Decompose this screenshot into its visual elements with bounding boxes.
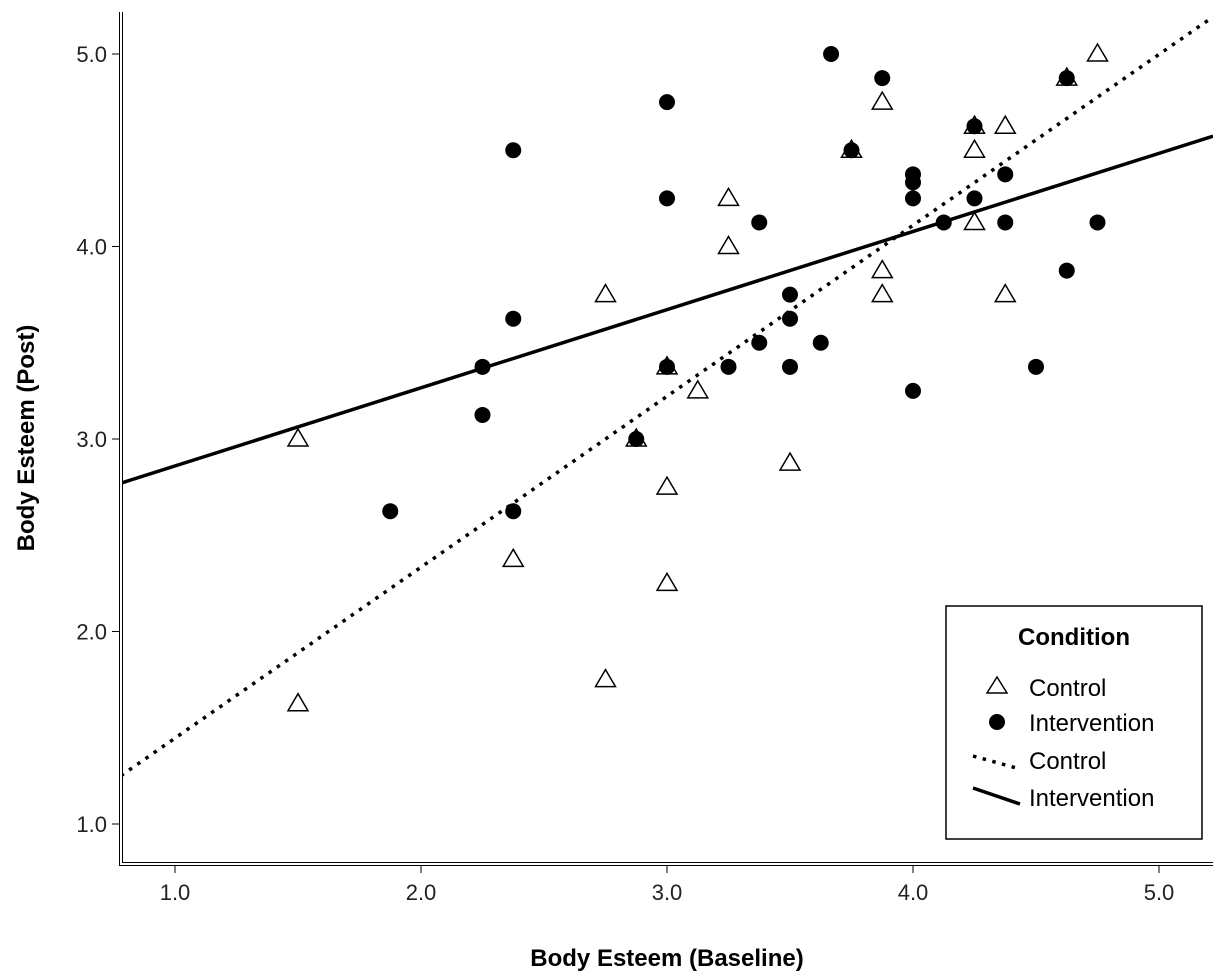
- intervention-point: [382, 503, 399, 520]
- control-point: [286, 427, 310, 447]
- fit-line-intervention: [122, 134, 1213, 485]
- control-point: [778, 451, 802, 471]
- control-point: [1086, 42, 1109, 62]
- control-point: [963, 138, 986, 158]
- intervention-point: [997, 214, 1014, 231]
- legend-dotted-line-icon: [972, 754, 1021, 771]
- control-point: [594, 668, 617, 688]
- intervention-point: [966, 190, 983, 207]
- intervention-point: [874, 70, 891, 87]
- control-point: [870, 283, 894, 303]
- y-axis-title: Body Esteem (Post): [13, 325, 40, 552]
- intervention-point: [505, 503, 522, 520]
- x-tick-label: 3.0: [652, 880, 683, 905]
- fit-lines: [122, 15, 1213, 778]
- control-point: [870, 259, 894, 279]
- intervention-point: [905, 382, 921, 399]
- intervention-point: [966, 118, 983, 135]
- control-point: [963, 210, 986, 231]
- y-tick-label: 2.0: [76, 620, 107, 645]
- intervention-point: [659, 358, 675, 375]
- intervention-point: [782, 358, 798, 375]
- control-point: [993, 114, 1017, 134]
- y-tick-label: 5.0: [76, 42, 107, 67]
- intervention-point: [843, 142, 860, 159]
- x-axis-title: Body Esteem (Baseline): [530, 945, 803, 972]
- intervention-point: [1028, 358, 1044, 375]
- x-tick-label: 5.0: [1144, 880, 1175, 905]
- legend-box: [945, 605, 1203, 840]
- intervention-point: [474, 358, 491, 375]
- legend-solid-line-icon: [972, 786, 1021, 806]
- control-point: [655, 475, 679, 495]
- y-tick-label: 3.0: [76, 427, 107, 452]
- intervention-point: [905, 190, 921, 207]
- y-ticks: 1.0 2.0 3.0 4.0 5.0: [76, 42, 119, 837]
- intervention-point: [782, 310, 798, 327]
- control-point: [993, 283, 1017, 303]
- intervention-point: [812, 334, 829, 351]
- intervention-point: [505, 310, 522, 327]
- legend: Condition Control Intervention Control I…: [945, 605, 1203, 840]
- intervention-point: [751, 334, 768, 351]
- intervention-point: [823, 46, 840, 62]
- control-point: [717, 235, 740, 255]
- legend-title: Condition: [1018, 624, 1130, 651]
- control-point: [870, 90, 894, 110]
- legend-circle-icon: [989, 714, 1005, 730]
- intervention-point: [1058, 70, 1075, 87]
- legend-triangle-icon: [985, 675, 1009, 694]
- control-point: [717, 186, 740, 207]
- control-point: [286, 692, 310, 712]
- x-tick-label: 1.0: [160, 880, 191, 905]
- y-tick-label: 1.0: [76, 812, 107, 837]
- control-point: [686, 379, 710, 399]
- intervention-point: [905, 174, 921, 191]
- intervention-point: [1089, 214, 1106, 231]
- legend-label-control-line: Control: [1029, 748, 1106, 775]
- intervention-point: [935, 214, 952, 231]
- intervention-point: [505, 142, 522, 159]
- data-points: [286, 42, 1109, 712]
- x-ticks: 1.0 2.0 3.0 4.0 5.0: [160, 866, 1175, 905]
- intervention-point: [782, 286, 798, 303]
- intervention-point: [720, 358, 737, 375]
- y-tick-label: 4.0: [76, 235, 107, 260]
- control-point: [501, 547, 525, 568]
- intervention-point: [1058, 262, 1075, 279]
- intervention-point: [659, 94, 675, 111]
- fit-line-control: [122, 15, 1213, 778]
- control-point: [594, 283, 617, 303]
- legend-label-intervention-marker: Intervention: [1029, 710, 1154, 737]
- intervention-point: [628, 431, 645, 447]
- x-tick-label: 2.0: [406, 880, 437, 905]
- x-tick-label: 4.0: [898, 880, 929, 905]
- legend-label-control-marker: Control: [1029, 675, 1106, 702]
- intervention-point: [659, 190, 675, 207]
- axes: 1.0 2.0 3.0 4.0 5.0 1.0 2.0 3.0 4.0 5.0: [76, 12, 1213, 905]
- intervention-point: [751, 214, 768, 231]
- intervention-point: [997, 166, 1014, 183]
- control-point: [655, 571, 679, 592]
- intervention-point: [474, 406, 491, 423]
- legend-label-intervention-line: Intervention: [1029, 785, 1154, 812]
